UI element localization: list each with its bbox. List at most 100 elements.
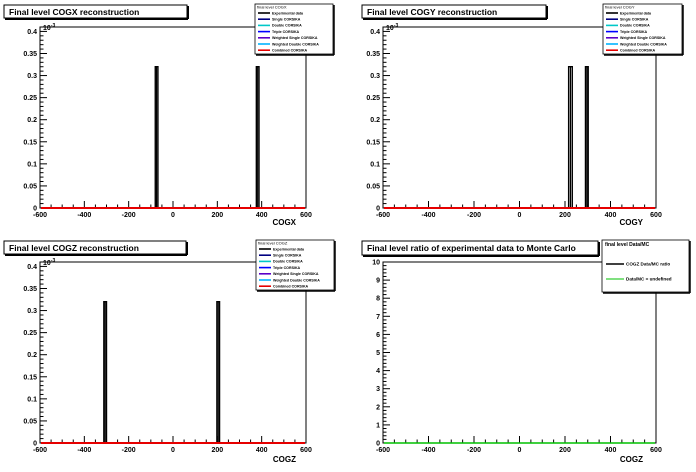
legend-entry: Experimental data — [273, 247, 305, 251]
legend-entry: Combined CORSIKA — [273, 285, 309, 289]
y-tick-label: 6 — [376, 332, 380, 339]
chart-pad-2: 0 0.05 0.1 0.15 0.2 0.25 0.3 0.35 0.4 -600 -400 -20… — [361, 3, 684, 227]
y-tick-label: 0.25 — [366, 95, 380, 102]
x-axis-label: COGZ — [620, 455, 643, 464]
x-tick-label: 0 — [518, 212, 522, 219]
y-tick-label: 0.1 — [370, 161, 380, 168]
x-tick-label: 600 — [650, 212, 662, 219]
x-tick-label: 0 — [518, 447, 522, 454]
y-tick-label: 0.15 — [366, 139, 380, 146]
legend-title: final level Data/MC — [605, 242, 650, 248]
legend-box — [601, 239, 690, 293]
y-tick-label: 0.35 — [366, 51, 380, 58]
y-tick-label: 0 — [33, 441, 37, 448]
y-exponent-base: 10 — [386, 25, 394, 32]
x-tick-label: 400 — [256, 447, 268, 454]
x-tick-label: 600 — [300, 447, 312, 454]
legend-entry: Data/MC = undefined — [626, 277, 672, 282]
x-axis-label: COGX — [272, 218, 296, 227]
chart-title: Final level ratio of experimental data t… — [367, 243, 576, 253]
y-tick-label: 0.35 — [23, 286, 37, 293]
legend-title: final level COGX — [257, 5, 287, 10]
legend-entry: Combined CORSIKA — [620, 49, 656, 53]
y-tick-label: 3 — [376, 386, 380, 393]
x-tick-label: 400 — [605, 447, 617, 454]
x-tick-label: -400 — [77, 447, 91, 454]
x-tick-label: 200 — [211, 447, 223, 454]
legend-entry: Double CORSIKA — [272, 24, 302, 28]
legend-entry: Single CORSIKA — [273, 254, 302, 258]
y-tick-label: 10 — [372, 260, 380, 267]
x-tick-label: 200 — [211, 212, 223, 219]
x-tick-label: 400 — [605, 212, 617, 219]
x-tick-label: -200 — [122, 447, 136, 454]
y-tick-label: 9 — [376, 278, 380, 285]
y-tick-label: 8 — [376, 296, 380, 303]
y-tick-label: 0.05 — [23, 418, 37, 425]
y-tick-label: 0.1 — [27, 396, 37, 403]
legend-entry: Double CORSIKA — [273, 260, 303, 264]
x-axis-label: COGY — [619, 218, 643, 227]
chart-pad-3: 0 0.05 0.1 0.15 0.2 0.25 0.3 0.35 0.4 -600 -400 -20… — [3, 239, 336, 464]
x-tick-label: -400 — [421, 447, 435, 454]
chart-pad-1: 0 0.05 0.1 0.15 0.2 0.25 0.3 0.35 0.4 -600 -400 -20… — [3, 3, 335, 227]
legend-entry: Weighted Single CORSIKA — [273, 272, 319, 276]
y-tick-label: 7 — [376, 314, 380, 321]
y-tick-label: 0.3 — [27, 308, 37, 315]
legend-entry: Triple CORSIKA — [620, 30, 648, 34]
x-tick-label: -600 — [33, 447, 47, 454]
legend-entry: Weighted Double CORSIKA — [273, 278, 320, 282]
y-tick-label: 0.15 — [23, 139, 37, 146]
y-exponent-label: 10-3 — [43, 23, 55, 32]
y-tick-label: 0.2 — [27, 352, 37, 359]
x-tick-label: -200 — [467, 447, 481, 454]
y-tick-label: 0.25 — [23, 95, 37, 102]
x-tick-label: -600 — [376, 212, 390, 219]
chart-title: Final level COGX reconstruction — [9, 7, 139, 17]
y-tick-label: 0.3 — [370, 73, 380, 80]
legend-entry: Weighted Double CORSIKA — [272, 42, 319, 46]
x-axis-label: COGZ — [273, 455, 296, 464]
x-tick-label: 400 — [256, 212, 268, 219]
legend-entry: Weighted Single CORSIKA — [620, 36, 666, 40]
data-spike — [567, 66, 573, 208]
legend-title: final level COGY — [605, 5, 635, 10]
y-tick-label: 0.4 — [27, 264, 37, 271]
y-exponent-power: -3 — [51, 258, 56, 264]
x-tick-label: -200 — [122, 212, 136, 219]
y-tick-label: 0 — [376, 206, 380, 213]
y-tick-label: 0.15 — [23, 374, 37, 381]
y-tick-label: 1 — [376, 422, 380, 429]
y-tick-label: 0.1 — [27, 161, 37, 168]
y-exponent-base: 10 — [43, 25, 51, 32]
data-spike — [154, 66, 159, 208]
chart-pad-4: 0 1 2 3 4 5 6 7 8 9 10 -600 -400 -200 0 200 400 600 COGZ Fi… — [361, 239, 691, 464]
y-tick-label: 0.25 — [23, 330, 37, 337]
y-exponent-base: 10 — [43, 260, 51, 267]
y-exponent-power: -3 — [51, 23, 56, 29]
y-tick-label: 0.05 — [23, 183, 37, 190]
legend-entry: Single CORSIKA — [620, 18, 649, 22]
legend-entry: Experimental data — [620, 11, 652, 15]
legend-title: final level COGZ — [258, 241, 288, 246]
x-tick-label: -600 — [33, 212, 47, 219]
y-exponent-label: 10-3 — [386, 23, 398, 32]
y-tick-label: 0.2 — [27, 117, 37, 124]
legend-entry: Weighted Double CORSIKA — [620, 42, 667, 46]
legend-entry: Triple CORSIKA — [272, 30, 300, 34]
x-tick-label: 0 — [171, 447, 175, 454]
chart-title: Final level COGZ reconstruction — [9, 243, 139, 253]
legend-entry: Single CORSIKA — [272, 18, 301, 22]
y-tick-label: 0.05 — [366, 183, 380, 190]
y-tick-label: 0.4 — [27, 29, 37, 36]
y-tick-label: 5 — [376, 350, 380, 357]
y-tick-label: 2 — [376, 404, 380, 411]
x-tick-label: -600 — [376, 447, 390, 454]
y-exponent-label: 10-3 — [43, 258, 55, 267]
x-tick-label: 600 — [300, 212, 312, 219]
chart-title: Final level COGY reconstruction — [367, 7, 497, 17]
y-tick-label: 0 — [376, 441, 380, 448]
legend-entry: Weighted Single CORSIKA — [272, 36, 318, 40]
legend-entry: Combined CORSIKA — [272, 49, 308, 53]
